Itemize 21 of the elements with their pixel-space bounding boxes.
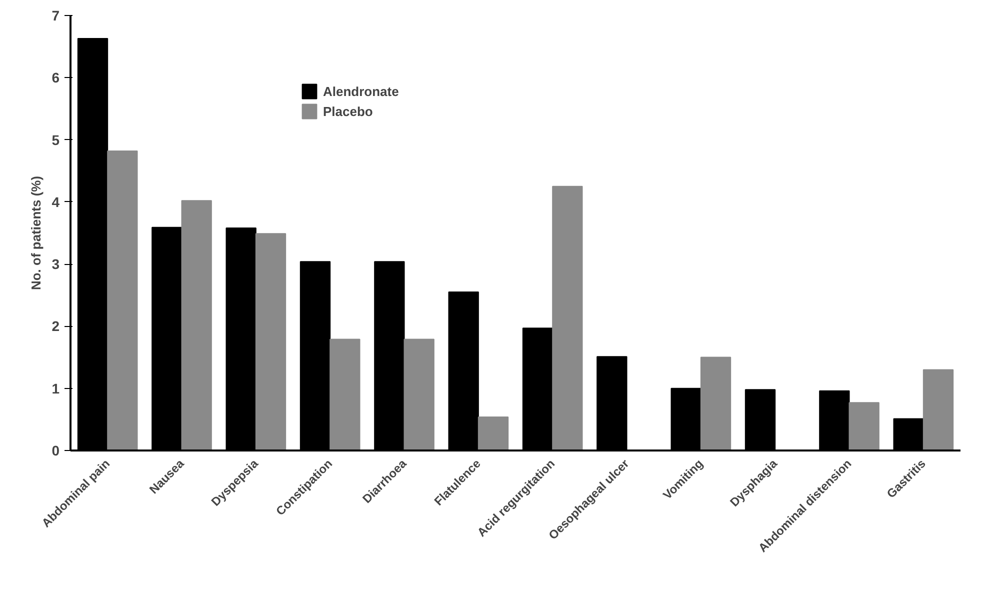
legend-label: Placebo: [323, 104, 373, 118]
bar: [478, 416, 509, 450]
bar: [700, 356, 732, 450]
bar: [922, 369, 954, 450]
legend-label: Alendronate: [323, 84, 399, 98]
y-tick-label: 3: [52, 256, 60, 272]
y-tick-label: 7: [52, 8, 60, 24]
bar: [107, 150, 138, 450]
y-axis-title: No. of patients (%): [28, 176, 44, 290]
y-tick-label: 4: [52, 194, 60, 210]
y-tick-label: 1: [52, 380, 60, 396]
y-tick-label: 0: [52, 442, 60, 458]
bar: [848, 402, 880, 450]
bar: [552, 186, 583, 450]
bar: [181, 200, 212, 450]
y-tick-label: 6: [52, 70, 60, 86]
bar: [404, 338, 434, 450]
y-tick-label: 5: [52, 132, 60, 148]
y-tick-label: 2: [52, 318, 60, 334]
bar: [330, 338, 360, 450]
bar: [255, 233, 286, 450]
